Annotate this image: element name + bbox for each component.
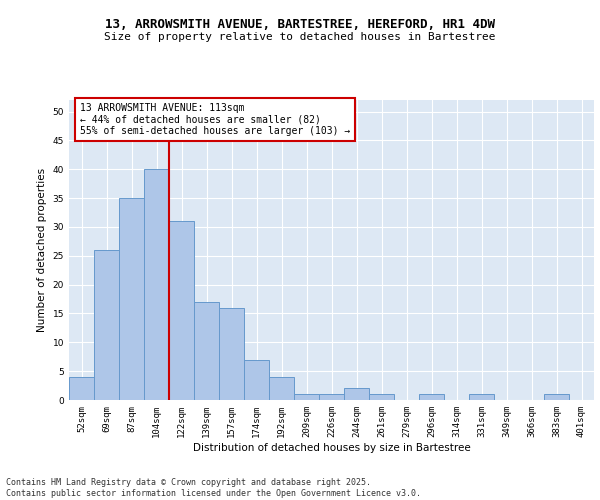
Text: Size of property relative to detached houses in Bartestree: Size of property relative to detached ho…	[104, 32, 496, 42]
Text: 13 ARROWSMITH AVENUE: 113sqm
← 44% of detached houses are smaller (82)
55% of se: 13 ARROWSMITH AVENUE: 113sqm ← 44% of de…	[79, 103, 350, 136]
Bar	[369, 394, 394, 400]
Bar	[344, 388, 369, 400]
Bar	[419, 394, 444, 400]
Text: 13, ARROWSMITH AVENUE, BARTESTREE, HEREFORD, HR1 4DW: 13, ARROWSMITH AVENUE, BARTESTREE, HEREF…	[105, 18, 495, 30]
X-axis label: Distribution of detached houses by size in Bartestree: Distribution of detached houses by size …	[193, 442, 470, 452]
Bar	[144, 169, 169, 400]
Y-axis label: Number of detached properties: Number of detached properties	[37, 168, 47, 332]
Text: Contains HM Land Registry data © Crown copyright and database right 2025.
Contai: Contains HM Land Registry data © Crown c…	[6, 478, 421, 498]
Bar	[294, 394, 319, 400]
Bar	[94, 250, 119, 400]
Bar	[169, 221, 194, 400]
Bar	[69, 377, 94, 400]
Bar	[219, 308, 244, 400]
Bar	[194, 302, 219, 400]
Bar	[269, 377, 294, 400]
Bar	[319, 394, 344, 400]
Bar	[244, 360, 269, 400]
Bar	[544, 394, 569, 400]
Bar	[119, 198, 144, 400]
Bar	[469, 394, 494, 400]
